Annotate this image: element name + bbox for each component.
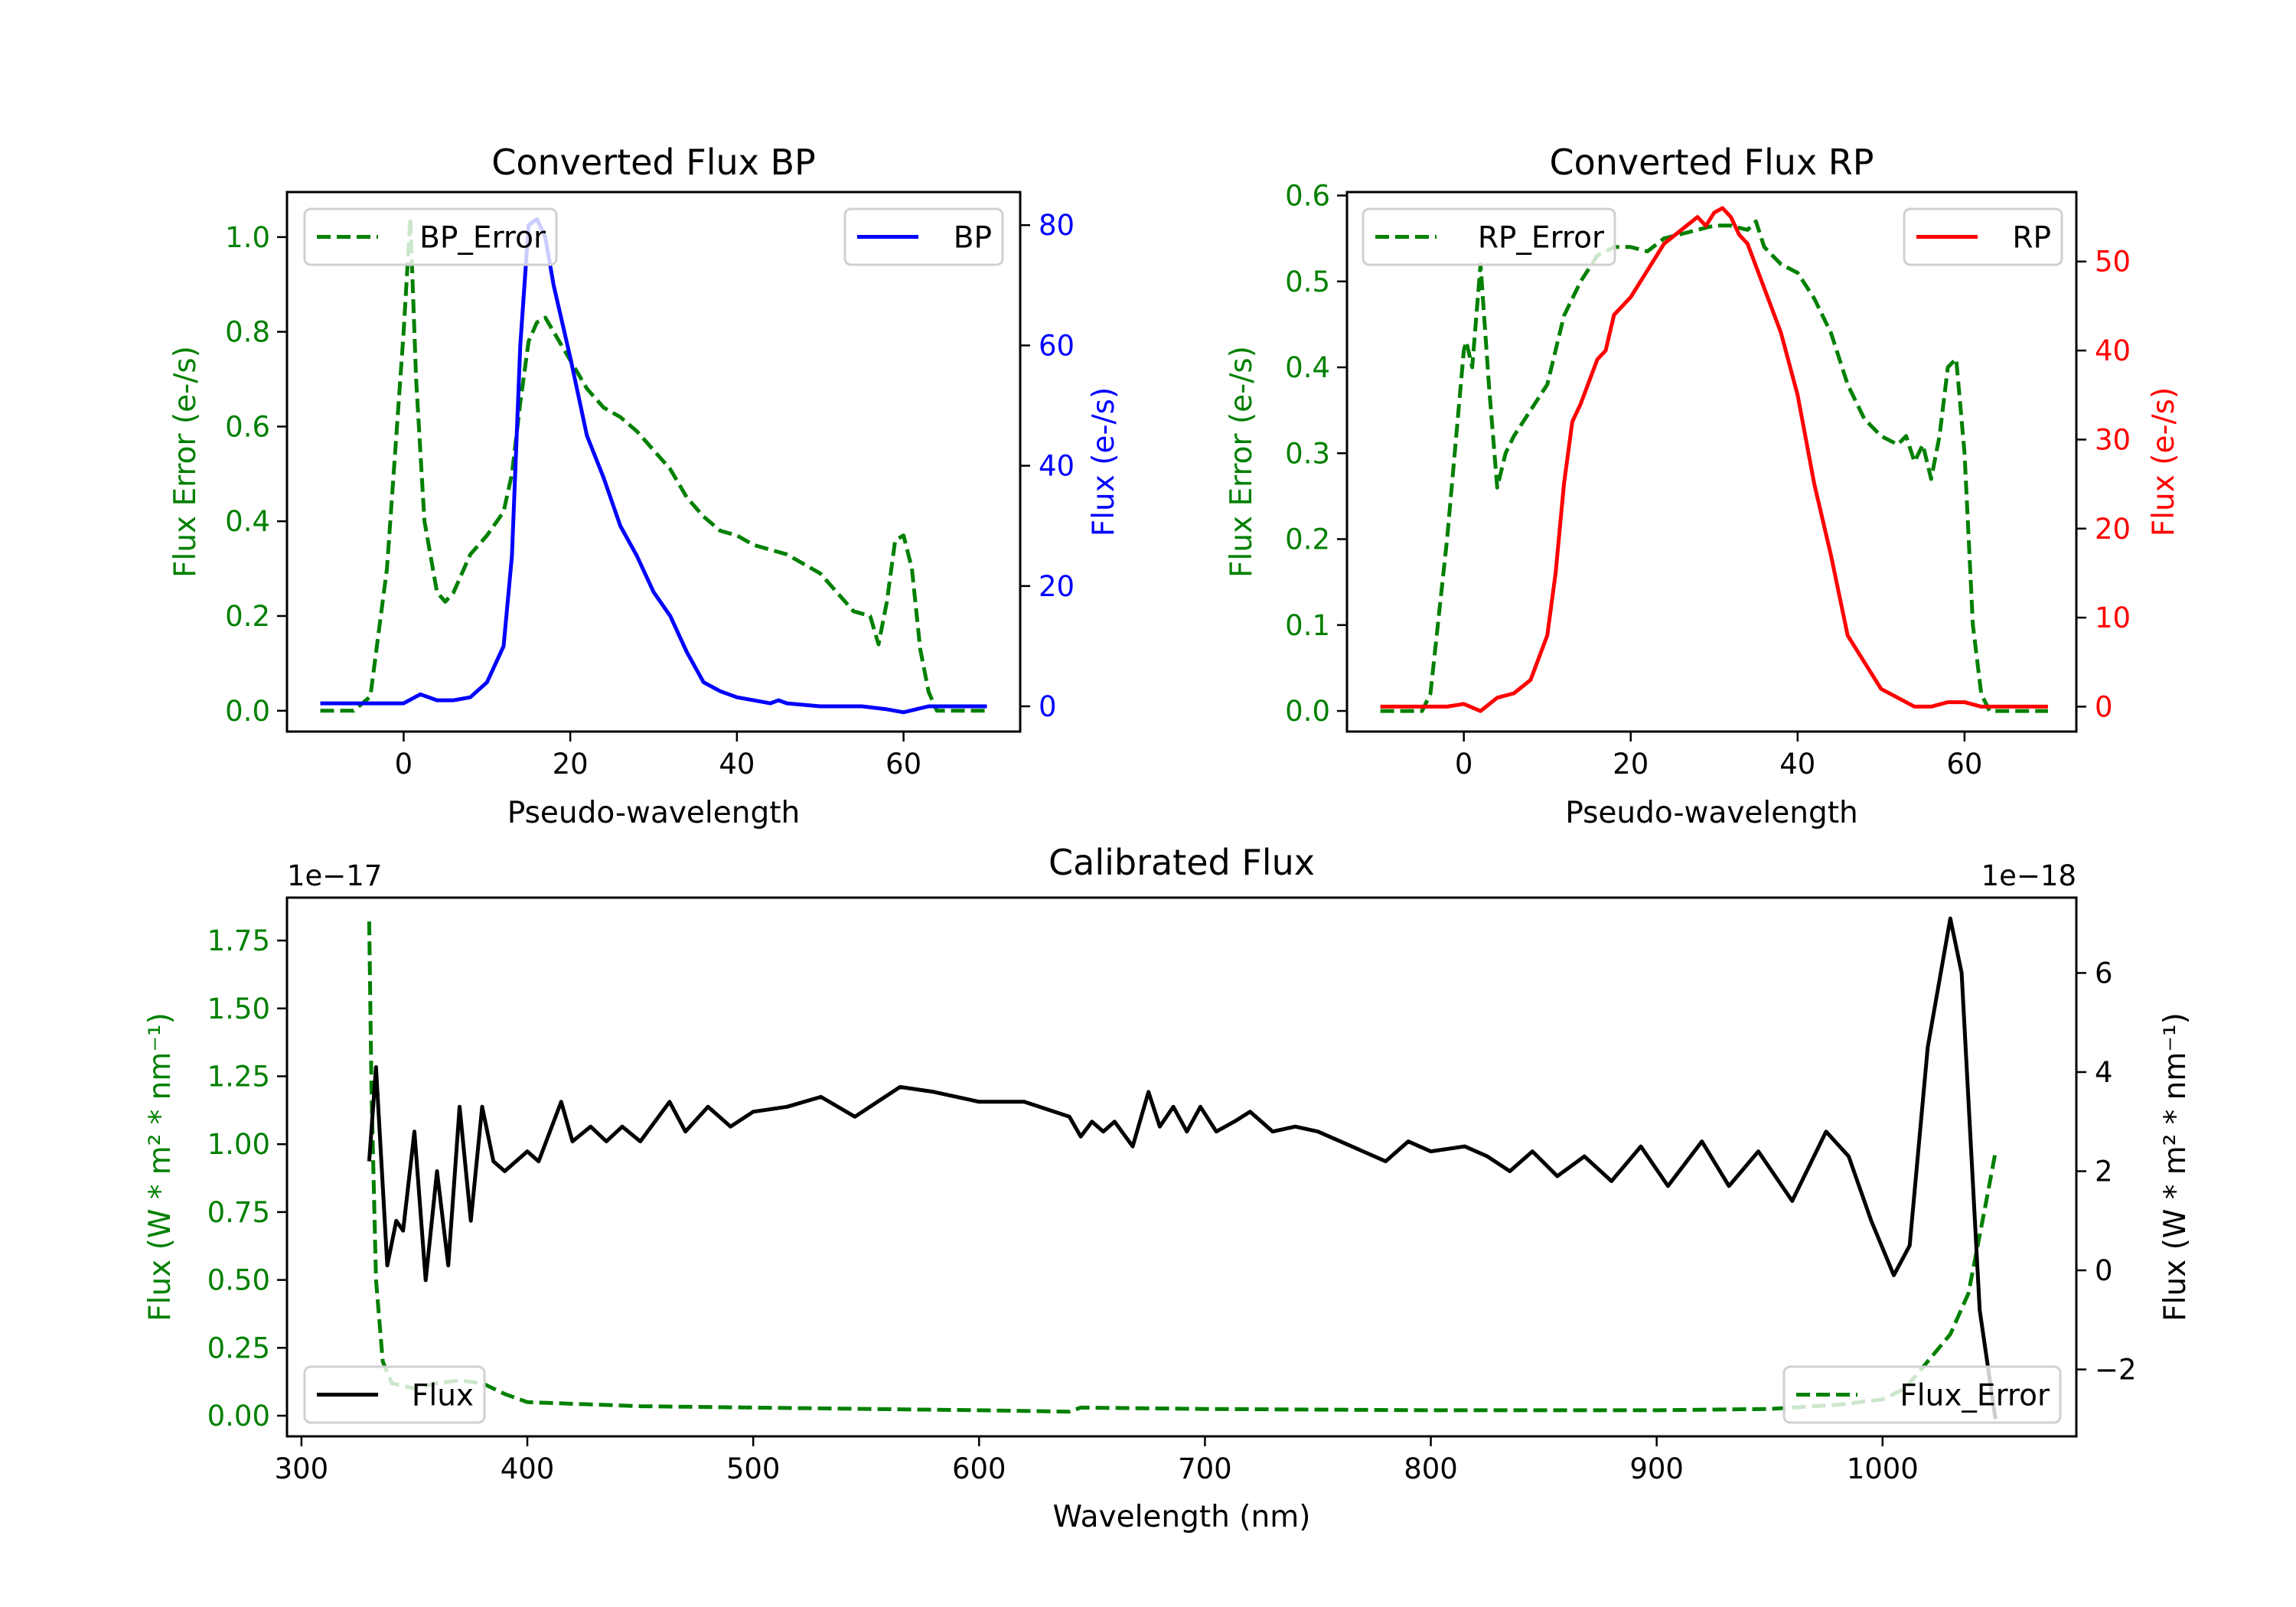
y-tick-label-left: 1.50 (207, 993, 270, 1025)
x-tick-label: 300 (275, 1452, 329, 1485)
x-axis-label: Wavelength (nm) (1053, 1500, 1311, 1534)
y-tick-label-left: 0.50 (207, 1264, 270, 1297)
rp-chart: 0 20 40 60 0.0 0.1 0.2 0.3 0.4 0.5 0.6 0 10 20 30 40 50 C… (1225, 142, 2181, 830)
x-tick-label: 500 (726, 1452, 781, 1485)
series-line-flux (367, 916, 1998, 1420)
legend-label: RP_Error (1478, 221, 1605, 256)
series-line-flux-error (367, 921, 1998, 1414)
y-axis-label-right: Flux (e-/s) (1087, 387, 1121, 536)
legend-label: BP (954, 221, 992, 256)
y-tick-label-right: 20 (1039, 570, 1075, 603)
legend-box (1782, 1365, 2062, 1424)
y-axis-label-right: Flux (e-/s) (2147, 387, 2181, 536)
chart-title: Converted Flux BP (491, 142, 816, 183)
legend-flux-error: Flux_Error (1782, 1365, 2062, 1424)
y-tick-label-right: 20 (2095, 513, 2131, 546)
legend-box (1362, 207, 1616, 266)
y-tick-label-left: 1.75 (207, 924, 270, 957)
y-tick-label-left: 0.8 (225, 316, 270, 349)
x-axis-label: Pseudo-wavelength (507, 796, 800, 830)
x-tick-label: 0 (395, 748, 413, 781)
calibrated-flux-chart: 300 400 500 600 700 800 900 1000 0.00 0.25 0.50 0.7… (143, 842, 2193, 1534)
x-tick-label: 1000 (1847, 1452, 1919, 1485)
y-tick-label-left: 0.0 (225, 695, 270, 728)
y-tick-label-right: 2 (2095, 1156, 2113, 1188)
axes-frame (285, 896, 2078, 1438)
legend-box (303, 1365, 486, 1424)
legend-bp: BP (843, 207, 1004, 266)
y-tick-label-left: 0.0 (1285, 695, 1330, 728)
legend-box (843, 207, 1004, 266)
legend-box (303, 207, 558, 266)
y-tick-label-right: 50 (2095, 246, 2131, 279)
x-tick-label: 0 (1455, 748, 1473, 781)
y-tick-label-left: 1.0 (225, 221, 270, 254)
y-tick-label-left: 0.4 (1285, 351, 1330, 384)
y-tick-label-left: 0.00 (207, 1400, 270, 1433)
y-tick-label-left: 0.2 (225, 600, 270, 633)
legend-label: RP (2012, 221, 2051, 256)
legend-label: Flux_Error (1900, 1379, 2050, 1413)
y-tick-label-left: 0.2 (1285, 523, 1330, 556)
legend-label: BP_Error (419, 221, 546, 256)
x-axis-label: Pseudo-wavelength (1565, 796, 1857, 830)
x-tick-label: 600 (952, 1452, 1006, 1485)
x-tick-label: 40 (719, 748, 755, 781)
y-tick-label-right: 0 (2095, 690, 2113, 723)
x-tick-label: 60 (1946, 748, 1982, 781)
x-tick-label: 700 (1178, 1452, 1232, 1485)
y-tick-label-left: 0.3 (1285, 437, 1330, 470)
legend-box (1903, 207, 2063, 266)
series-line-bp (320, 217, 987, 715)
legend-rp: RP (1903, 207, 2063, 266)
y-tick-label-right: 4 (2095, 1056, 2113, 1089)
axes-frame (1345, 191, 2078, 733)
y-tick-label-right: −2 (2095, 1354, 2137, 1387)
y-tick-label-right: 0 (2095, 1254, 2113, 1287)
y-axis-label-left: Flux (W * m² * nm⁻¹) (143, 1012, 178, 1322)
y-offset-right: 1e−18 (1981, 859, 2076, 892)
y-tick-label-left: 0.6 (1285, 179, 1330, 212)
legend-flux: Flux (303, 1365, 486, 1424)
y-axis-label-right: Flux (W * m² * nm⁻¹) (2158, 1012, 2193, 1322)
y-tick-label-right: 30 (2095, 423, 2131, 456)
x-tick-label: 20 (553, 748, 589, 781)
y-tick-label-left: 0.25 (207, 1332, 270, 1364)
x-tick-label: 40 (1779, 748, 1815, 781)
y-tick-label-right: 0 (1039, 690, 1057, 723)
axes-frame (285, 191, 1022, 733)
y-tick-label-left: 0.6 (225, 410, 270, 443)
y-axis-label-left: Flux Error (e-/s) (1225, 346, 1259, 578)
bp-chart: 0 20 40 60 0.0 0.2 0.4 0.6 0.8 1.0 0 20 40 60 80 Conver… (168, 142, 1121, 830)
y-tick-label-right: 40 (1039, 450, 1075, 483)
y-tick-label-left: 1.25 (207, 1060, 270, 1093)
y-axis-label-left: Flux Error (e-/s) (168, 346, 203, 578)
chart-title: Calibrated Flux (1049, 842, 1315, 883)
chart-title: Converted Flux RP (1550, 142, 1874, 183)
y-tick-label-left: 1.00 (207, 1128, 270, 1161)
y-tick-label-right: 60 (1039, 329, 1075, 362)
y-tick-label-left: 0.75 (207, 1196, 270, 1229)
series-line-rp-error (1380, 219, 2048, 713)
x-tick-label: 900 (1629, 1452, 1684, 1485)
y-tick-label-right: 40 (2095, 334, 2131, 367)
series-line-rp (1380, 206, 2048, 713)
x-tick-label: 800 (1404, 1452, 1458, 1485)
legend-rp-error: RP_Error (1362, 207, 1616, 266)
series-line-bp-error (320, 216, 987, 713)
y-tick-label-right: 10 (2095, 601, 2131, 634)
x-tick-label: 20 (1613, 748, 1649, 781)
y-tick-label-left: 0.4 (225, 505, 270, 538)
y-tick-label-right: 80 (1039, 209, 1075, 242)
x-tick-label: 60 (885, 748, 921, 781)
y-offset-left: 1e−17 (287, 859, 382, 892)
x-tick-label: 400 (501, 1452, 555, 1485)
y-tick-label-right: 6 (2095, 957, 2113, 989)
y-tick-label-left: 0.1 (1285, 609, 1330, 642)
y-tick-label-left: 0.5 (1285, 266, 1330, 298)
legend-label: Flux (412, 1379, 474, 1413)
legend-bp-error: BP_Error (303, 207, 558, 266)
